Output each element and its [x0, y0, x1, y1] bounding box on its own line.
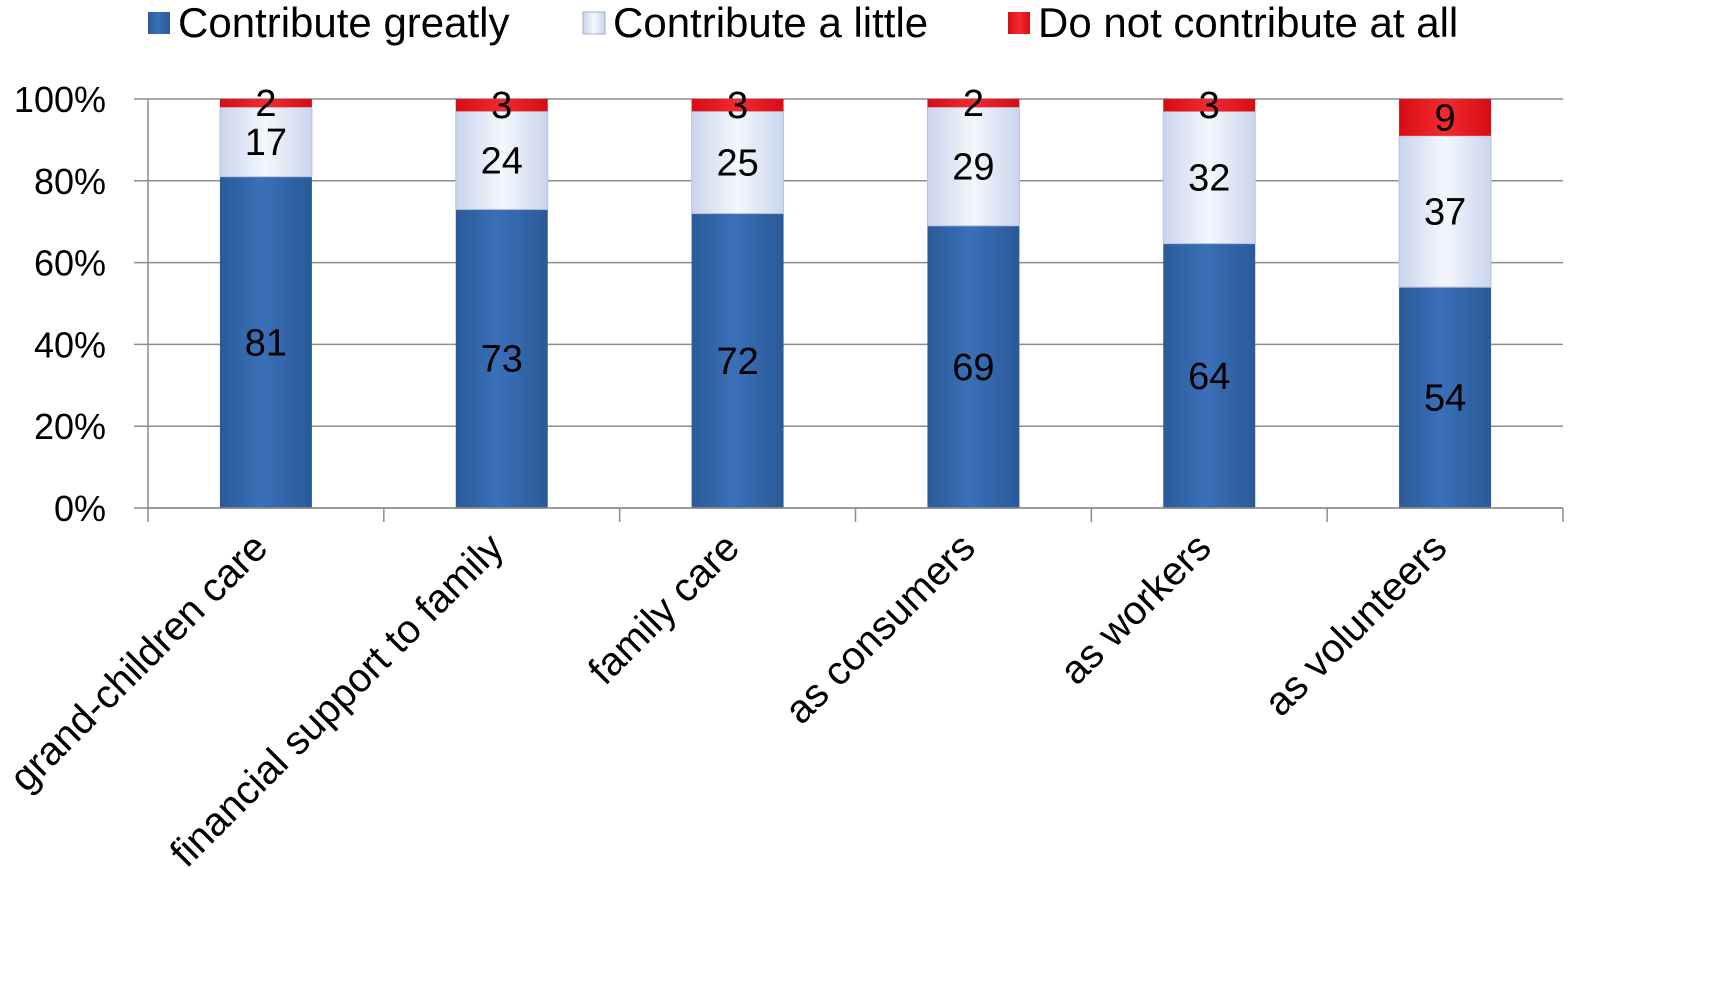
y-tick-label: 80%	[34, 161, 106, 202]
category-label: grand-children care	[1, 525, 276, 800]
bar-segment	[1398, 135, 1492, 288]
data-label: 64	[1188, 356, 1230, 398]
gridlines	[148, 98, 1563, 509]
data-label: 25	[716, 142, 758, 184]
y-tick-label: 40%	[34, 324, 106, 365]
bar-segment	[1399, 99, 1492, 136]
data-label: 2	[255, 83, 276, 125]
y-tick-label: 0%	[54, 488, 106, 529]
legend: Contribute greatly Contribute a little Do …	[148, 0, 1458, 46]
bar-segment	[1162, 110, 1256, 245]
data-label: 17	[245, 122, 287, 164]
data-label: 54	[1424, 378, 1466, 420]
data-label: 73	[481, 339, 523, 381]
y-tick-label: 100%	[14, 79, 106, 120]
data-label: 37	[1424, 191, 1466, 233]
y-tick-label: 60%	[34, 243, 106, 284]
legend-swatch	[1008, 12, 1030, 34]
legend-label: Contribute a little	[613, 0, 928, 46]
category-label: as workers	[1052, 525, 1220, 693]
bar-segment	[927, 225, 1020, 509]
category-label: as volunteers	[1256, 525, 1455, 724]
legend-label: Contribute greatly	[178, 0, 510, 46]
category-label: as consumers	[777, 525, 984, 732]
bar-segment	[219, 106, 313, 178]
bar-segment	[219, 176, 312, 508]
data-label: 24	[481, 140, 523, 182]
bar-segment	[691, 99, 784, 112]
bar-segment	[455, 99, 548, 112]
bar-segment	[1163, 243, 1256, 509]
bar-segment	[691, 110, 785, 215]
data-label: 81	[245, 322, 287, 364]
data-label: 32	[1188, 157, 1230, 199]
data-label: 3	[727, 85, 748, 127]
bar-segment	[691, 213, 784, 508]
data-label: 9	[1435, 97, 1456, 139]
category-label: family care	[580, 525, 748, 693]
data-label: 3	[1199, 85, 1220, 127]
data-label: 29	[952, 146, 994, 188]
bar-segment	[1399, 287, 1492, 508]
bar-segment	[219, 99, 312, 108]
bar-segment	[926, 106, 1020, 227]
bar-segment	[455, 209, 548, 508]
legend-swatch	[148, 12, 170, 34]
data-label: 69	[952, 347, 994, 389]
data-label: 2	[963, 83, 984, 125]
data-label: 72	[716, 341, 758, 383]
bar-segment	[927, 99, 1020, 108]
y-tick-label: 20%	[34, 406, 106, 447]
bar-segment	[455, 110, 549, 210]
bar-segment	[1163, 99, 1256, 112]
data-label: 3	[491, 85, 512, 127]
legend-swatch	[582, 11, 606, 35]
legend-label: Do not contribute at all	[1038, 0, 1458, 46]
